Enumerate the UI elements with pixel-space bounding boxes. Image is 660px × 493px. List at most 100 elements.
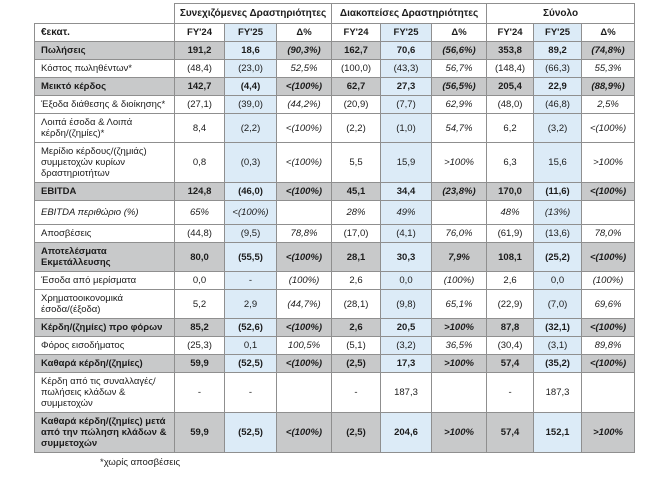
cell-value: (3,2) — [533, 113, 583, 143]
cell-value: <(100%) — [581, 182, 636, 201]
cell-value — [581, 200, 636, 225]
unit-label: €εκατ. — [34, 23, 175, 42]
cell-value: (2,5) — [331, 354, 381, 373]
cell-value: (46,0) — [224, 182, 277, 201]
corner-spacer — [34, 3, 175, 24]
cell-value: >100% — [581, 142, 636, 183]
cell-value: <(100%) — [276, 182, 332, 201]
cell-value: 0,8 — [174, 142, 225, 183]
cell-value: (17,0) — [331, 224, 381, 243]
cell-value: 6,3 — [486, 142, 535, 183]
cell-value: (52,5) — [224, 412, 277, 453]
cell-value — [581, 372, 636, 413]
cell-value: 15,6 — [533, 142, 583, 183]
cell-value: 162,7 — [331, 41, 381, 60]
table-header: Συνεχιζόμενες Δραστηριότητες Διακοπείσες… — [34, 3, 636, 42]
cell-value: (7,0) — [533, 289, 583, 319]
cell-value: 2,6 — [486, 271, 535, 290]
cell-value: (39,0) — [224, 95, 277, 114]
cell-value: (74,8%) — [581, 41, 636, 60]
cell-value: (4,1) — [380, 224, 432, 243]
row-label: Φόρος εισοδήματος — [34, 336, 175, 355]
cell-value: 20,5 — [380, 318, 432, 337]
cell-value: 17,3 — [380, 354, 432, 373]
cell-value: 57,4 — [486, 412, 535, 453]
table-row: Έσοδα από μερίσματα 0,0- (100%) 2,6 0,0 (100%… — [34, 271, 636, 290]
cell-value: 22,9 — [533, 77, 583, 96]
cell-value: 18,6 — [224, 41, 277, 60]
cell-value: - — [224, 372, 277, 413]
col-header-delta: Δ% — [276, 23, 332, 42]
cell-value: (100%) — [430, 271, 488, 290]
table-row: Μερίδιο κέρδους/(ζημιάς) συμμετοχών κυρί… — [34, 142, 636, 183]
cell-value: (55,5) — [224, 242, 277, 272]
cell-value: (44,8) — [174, 224, 225, 243]
row-label: Έσοδα από μερίσματα — [34, 271, 175, 290]
cell-value: (148,4) — [486, 59, 535, 78]
cell-value: (13,6) — [533, 224, 583, 243]
cell-value: 52,5% — [276, 59, 332, 78]
cell-value: (88,9%) — [581, 77, 636, 96]
cell-value: <(100%) — [276, 142, 332, 183]
cell-value: - — [331, 372, 381, 413]
group-header-continuing: Συνεχιζόμενες Δραστηριότητες — [174, 3, 332, 24]
cell-value — [276, 200, 332, 225]
cell-value: 36,5% — [430, 336, 488, 355]
table-row: Έξοδα διάθεσης & διοίκησης* (27,1) (39,0)(… — [34, 95, 636, 114]
row-label: Καθαρά κέρδη/(ζημίες) — [34, 354, 175, 373]
table-row: Κόστος πωληθέντων* (48,4) (23,0) 52,5% (100,… — [34, 59, 636, 78]
cell-value: (0,3) — [224, 142, 277, 183]
row-label: Χρηματοοικονομικά έσοδα/(έξοδα) — [34, 289, 175, 319]
cell-value: (27,1) — [174, 95, 225, 114]
cell-value: <(100%) — [581, 242, 636, 272]
cell-value: 100,5% — [276, 336, 332, 355]
cell-value: 65% — [174, 200, 225, 225]
cell-value: <(100%) — [581, 354, 636, 373]
cell-value: 8,4 — [174, 113, 225, 143]
cell-value: 59,9 — [174, 354, 225, 373]
cell-value: 87,8 — [486, 318, 535, 337]
cell-value: <(100%) — [224, 200, 277, 225]
cell-value: (46,8) — [533, 95, 583, 114]
cell-value: 2,9 — [224, 289, 277, 319]
cell-value: (2,5) — [331, 412, 381, 453]
row-label: Πωλήσεις — [34, 41, 175, 60]
cell-value: >100% — [430, 412, 488, 453]
cell-value: (100,0) — [331, 59, 381, 78]
cell-value: 7,9% — [430, 242, 488, 272]
table-row: Καθαρά κέρδη/(ζημίες) μετά από την πώλησ… — [34, 412, 636, 453]
cell-value: 353,8 — [486, 41, 535, 60]
cell-value: 78,0% — [581, 224, 636, 243]
cell-value: (23,8%) — [430, 182, 488, 201]
cell-value: 80,0 — [174, 242, 225, 272]
cell-value: - — [174, 372, 225, 413]
cell-value: 65,1% — [430, 289, 488, 319]
table-row: Λοιπά έσοδα & Λοιπά κέρδη/(ζημίες)* 8,4 (2… — [34, 113, 636, 143]
cell-value: 2,6 — [331, 271, 381, 290]
cell-value: (11,6) — [533, 182, 583, 201]
cell-value: (100%) — [276, 271, 332, 290]
col-header-fy25: FY'25 — [380, 23, 432, 42]
col-header-fy24: FY'24 — [486, 23, 535, 42]
cell-value: (44,7%) — [276, 289, 332, 319]
row-label: Λοιπά έσοδα & Λοιπά κέρδη/(ζημίες)* — [34, 113, 175, 143]
cell-value: (2,2) — [224, 113, 277, 143]
cell-value: 62,9% — [430, 95, 488, 114]
cell-value: 70,6 — [380, 41, 432, 60]
cell-value: 57,4 — [486, 354, 535, 373]
cell-value: 89,2 — [533, 41, 583, 60]
cell-value: (35,2) — [533, 354, 583, 373]
group-header-row: Συνεχιζόμενες Δραστηριότητες Διακοπείσες… — [34, 3, 636, 24]
cell-value: (66,3) — [533, 59, 583, 78]
cell-value: (100%) — [581, 271, 636, 290]
table-row: EBITDA περιθώριο (%) 65% <(100%) 28% 49% 48%(… — [34, 200, 636, 225]
row-label: Μεικτό κέρδος — [34, 77, 175, 96]
cell-value: (22,9) — [486, 289, 535, 319]
cell-value: (30,4) — [486, 336, 535, 355]
cell-value: 170,0 — [486, 182, 535, 201]
cell-value: (56,5%) — [430, 77, 488, 96]
cell-value: 62,7 — [331, 77, 381, 96]
cell-value: 0,0 — [533, 271, 583, 290]
cell-value: 108,1 — [486, 242, 535, 272]
table-row: Αποσβέσεις (44,8) (9,5) 78,8% (17,0) (4,1) 76,… — [34, 224, 636, 243]
